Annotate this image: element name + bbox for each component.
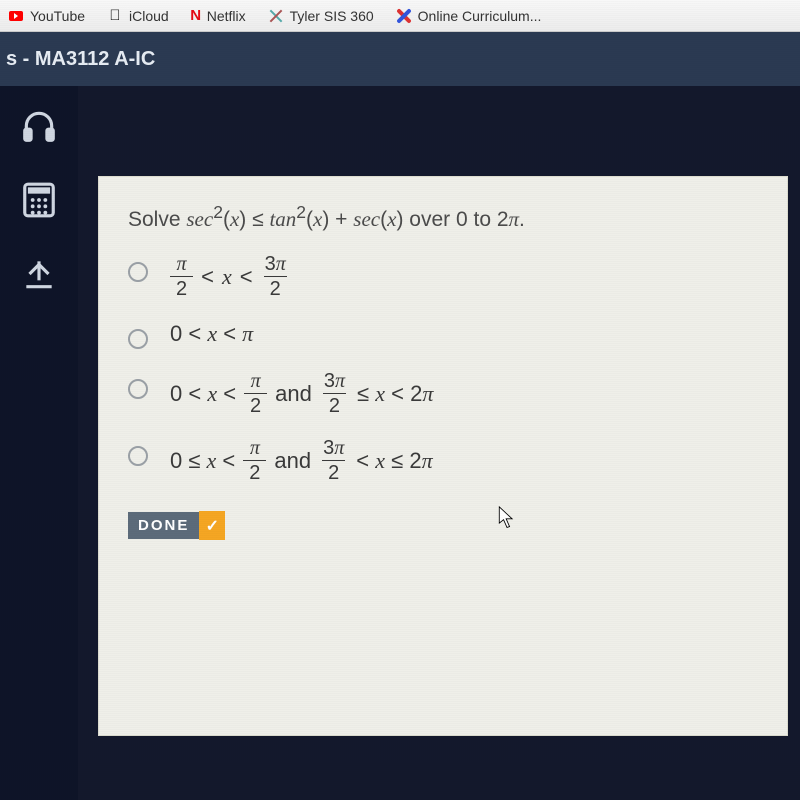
done-button[interactable]: DONE ✓: [128, 511, 225, 540]
youtube-icon: [8, 8, 24, 24]
option-d[interactable]: 0 ≤ x < π2 and 3π2 < x ≤ 2π: [128, 438, 758, 483]
content-row: Solve sec2(x) ≤ tan2(x) + sec(x) over 0 …: [0, 86, 800, 800]
question-panel: Solve sec2(x) ≤ tan2(x) + sec(x) over 0 …: [98, 176, 788, 736]
page-tab-title: s - MA3112 A-IC: [0, 32, 800, 86]
radio-d[interactable]: [128, 446, 148, 466]
done-label: DONE: [128, 512, 199, 539]
bookmark-label: Tyler SIS 360: [290, 8, 374, 24]
headphones-icon: [20, 107, 58, 145]
option-a-math: π2 < x < 3π2: [170, 254, 290, 299]
bookmark-label: Netflix: [207, 8, 246, 24]
bookmark-label: iCloud: [129, 8, 169, 24]
q-prefix: Solve: [128, 208, 186, 231]
bookmark-label: Online Curriculum...: [418, 8, 542, 24]
calculator-button[interactable]: [17, 178, 61, 222]
bookmark-netflix[interactable]: N Netflix: [191, 8, 246, 24]
x-icon: [396, 8, 412, 24]
collapse-icon: [20, 255, 58, 293]
bookmark-icloud[interactable]:  iCloud: [107, 8, 169, 24]
bookmark-youtube[interactable]: YouTube: [8, 8, 85, 24]
q-period: .: [519, 208, 525, 231]
calculator-icon: [20, 181, 58, 219]
option-c[interactable]: 0 < x < π2 and 3π2 ≤ x < 2π: [128, 371, 758, 416]
apple-icon: : [107, 8, 123, 24]
option-b[interactable]: 0 < x < π: [128, 321, 758, 349]
radio-b[interactable]: [128, 329, 148, 349]
radio-a[interactable]: [128, 262, 148, 282]
option-c-math: 0 < x < π2 and 3π2 ≤ x < 2π: [170, 371, 433, 416]
q-pi: π: [509, 207, 520, 231]
option-a[interactable]: π2 < x < 3π2: [128, 254, 758, 299]
bookmark-label: YouTube: [30, 8, 85, 24]
bookmark-curriculum[interactable]: Online Curriculum...: [396, 8, 542, 24]
question-text: Solve sec2(x) ≤ tan2(x) + sec(x) over 0 …: [128, 202, 758, 232]
check-icon: ✓: [199, 511, 225, 540]
bookmarks-bar: YouTube  iCloud N Netflix Tyler SIS 360…: [0, 0, 800, 32]
netflix-icon: N: [191, 8, 201, 24]
q-suffix: over 0 to 2: [403, 208, 508, 231]
tab-title-text: s - MA3112 A-IC: [6, 48, 155, 71]
tyler-icon: [268, 8, 284, 24]
option-b-math: 0 < x < π: [170, 321, 253, 347]
audio-button[interactable]: [17, 104, 61, 148]
bookmark-tyler[interactable]: Tyler SIS 360: [268, 8, 374, 24]
left-rail: [0, 86, 78, 800]
collapse-button[interactable]: [17, 252, 61, 296]
radio-c[interactable]: [128, 379, 148, 399]
main-area: Solve sec2(x) ≤ tan2(x) + sec(x) over 0 …: [78, 86, 800, 800]
options-list: π2 < x < 3π2 0 < x < π 0: [128, 254, 758, 483]
option-d-math: 0 ≤ x < π2 and 3π2 < x ≤ 2π: [170, 438, 433, 483]
